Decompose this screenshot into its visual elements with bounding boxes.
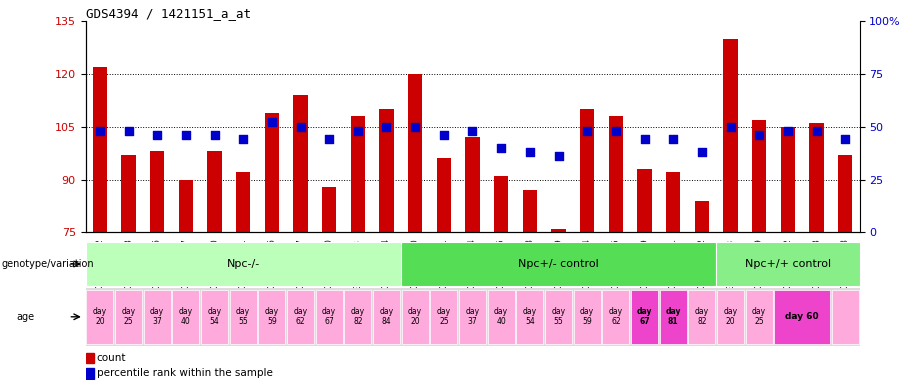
- Text: day
25: day 25: [436, 307, 451, 326]
- Text: day
59: day 59: [265, 307, 279, 326]
- Point: [236, 136, 250, 142]
- Text: day
82: day 82: [351, 307, 364, 326]
- Text: day
67: day 67: [322, 307, 337, 326]
- Point: [580, 128, 594, 134]
- Point: [494, 145, 508, 151]
- Bar: [809, 123, 824, 232]
- Bar: [552, 229, 566, 232]
- Point: [293, 124, 308, 130]
- Point: [809, 128, 824, 134]
- Text: day
20: day 20: [408, 307, 422, 326]
- Bar: [408, 74, 422, 232]
- Text: day
84: day 84: [380, 307, 393, 326]
- Text: Npc-/-: Npc-/-: [227, 259, 260, 269]
- Text: Npc+/+ control: Npc+/+ control: [745, 259, 831, 269]
- Text: day
55: day 55: [552, 307, 565, 326]
- Point: [752, 132, 767, 138]
- Text: day
37: day 37: [465, 307, 480, 326]
- Text: day
40: day 40: [179, 307, 193, 326]
- Point: [379, 124, 393, 130]
- Bar: [752, 120, 766, 232]
- Bar: [86, 368, 94, 379]
- Point: [608, 128, 623, 134]
- Bar: [666, 172, 680, 232]
- Text: day
25: day 25: [752, 307, 766, 326]
- Point: [351, 128, 365, 134]
- Point: [93, 128, 107, 134]
- Text: day
67: day 67: [637, 307, 652, 326]
- Text: day
62: day 62: [293, 307, 308, 326]
- Point: [637, 136, 652, 142]
- Text: day
37: day 37: [150, 307, 164, 326]
- Text: day
55: day 55: [236, 307, 250, 326]
- Point: [724, 124, 738, 130]
- Bar: [379, 109, 393, 232]
- Text: day
20: day 20: [93, 307, 107, 326]
- Text: day
81: day 81: [665, 307, 681, 326]
- Point: [150, 132, 165, 138]
- Bar: [150, 151, 165, 232]
- Text: day
54: day 54: [207, 307, 221, 326]
- Point: [178, 132, 193, 138]
- Bar: [780, 127, 795, 232]
- Bar: [838, 155, 852, 232]
- Text: day
54: day 54: [523, 307, 537, 326]
- Bar: [86, 353, 94, 363]
- Text: day
59: day 59: [580, 307, 594, 326]
- Bar: [695, 201, 709, 232]
- Bar: [608, 116, 623, 232]
- Bar: [523, 190, 537, 232]
- Text: day
40: day 40: [494, 307, 508, 326]
- Bar: [322, 187, 337, 232]
- Point: [122, 128, 136, 134]
- Bar: [436, 159, 451, 232]
- Point: [465, 128, 480, 134]
- Bar: [122, 155, 136, 232]
- Bar: [637, 169, 652, 232]
- Text: GDS4394 / 1421151_a_at: GDS4394 / 1421151_a_at: [86, 7, 250, 20]
- Text: day
62: day 62: [608, 307, 623, 326]
- Point: [523, 149, 537, 155]
- Bar: [179, 180, 193, 232]
- Bar: [265, 113, 279, 232]
- Point: [838, 136, 852, 142]
- Text: percentile rank within the sample: percentile rank within the sample: [97, 368, 273, 378]
- Text: age: age: [16, 312, 34, 322]
- Bar: [580, 109, 594, 232]
- Text: genotype/variation: genotype/variation: [2, 259, 94, 269]
- Bar: [93, 67, 107, 232]
- Text: day 60: day 60: [786, 312, 819, 321]
- Text: day
20: day 20: [724, 307, 738, 326]
- Bar: [293, 95, 308, 232]
- Point: [322, 136, 337, 142]
- Text: count: count: [97, 353, 126, 363]
- Point: [552, 153, 566, 159]
- Bar: [494, 176, 508, 232]
- Bar: [207, 151, 221, 232]
- Text: day
82: day 82: [695, 307, 709, 326]
- Text: Npc+/- control: Npc+/- control: [518, 259, 598, 269]
- Point: [666, 136, 680, 142]
- Bar: [465, 137, 480, 232]
- Text: day
25: day 25: [122, 307, 136, 326]
- Point: [207, 132, 221, 138]
- Point: [780, 128, 795, 134]
- Point: [265, 119, 279, 126]
- Bar: [351, 116, 365, 232]
- Point: [436, 132, 451, 138]
- Point: [408, 124, 422, 130]
- Bar: [724, 39, 738, 232]
- Point: [695, 149, 709, 155]
- Bar: [236, 172, 250, 232]
